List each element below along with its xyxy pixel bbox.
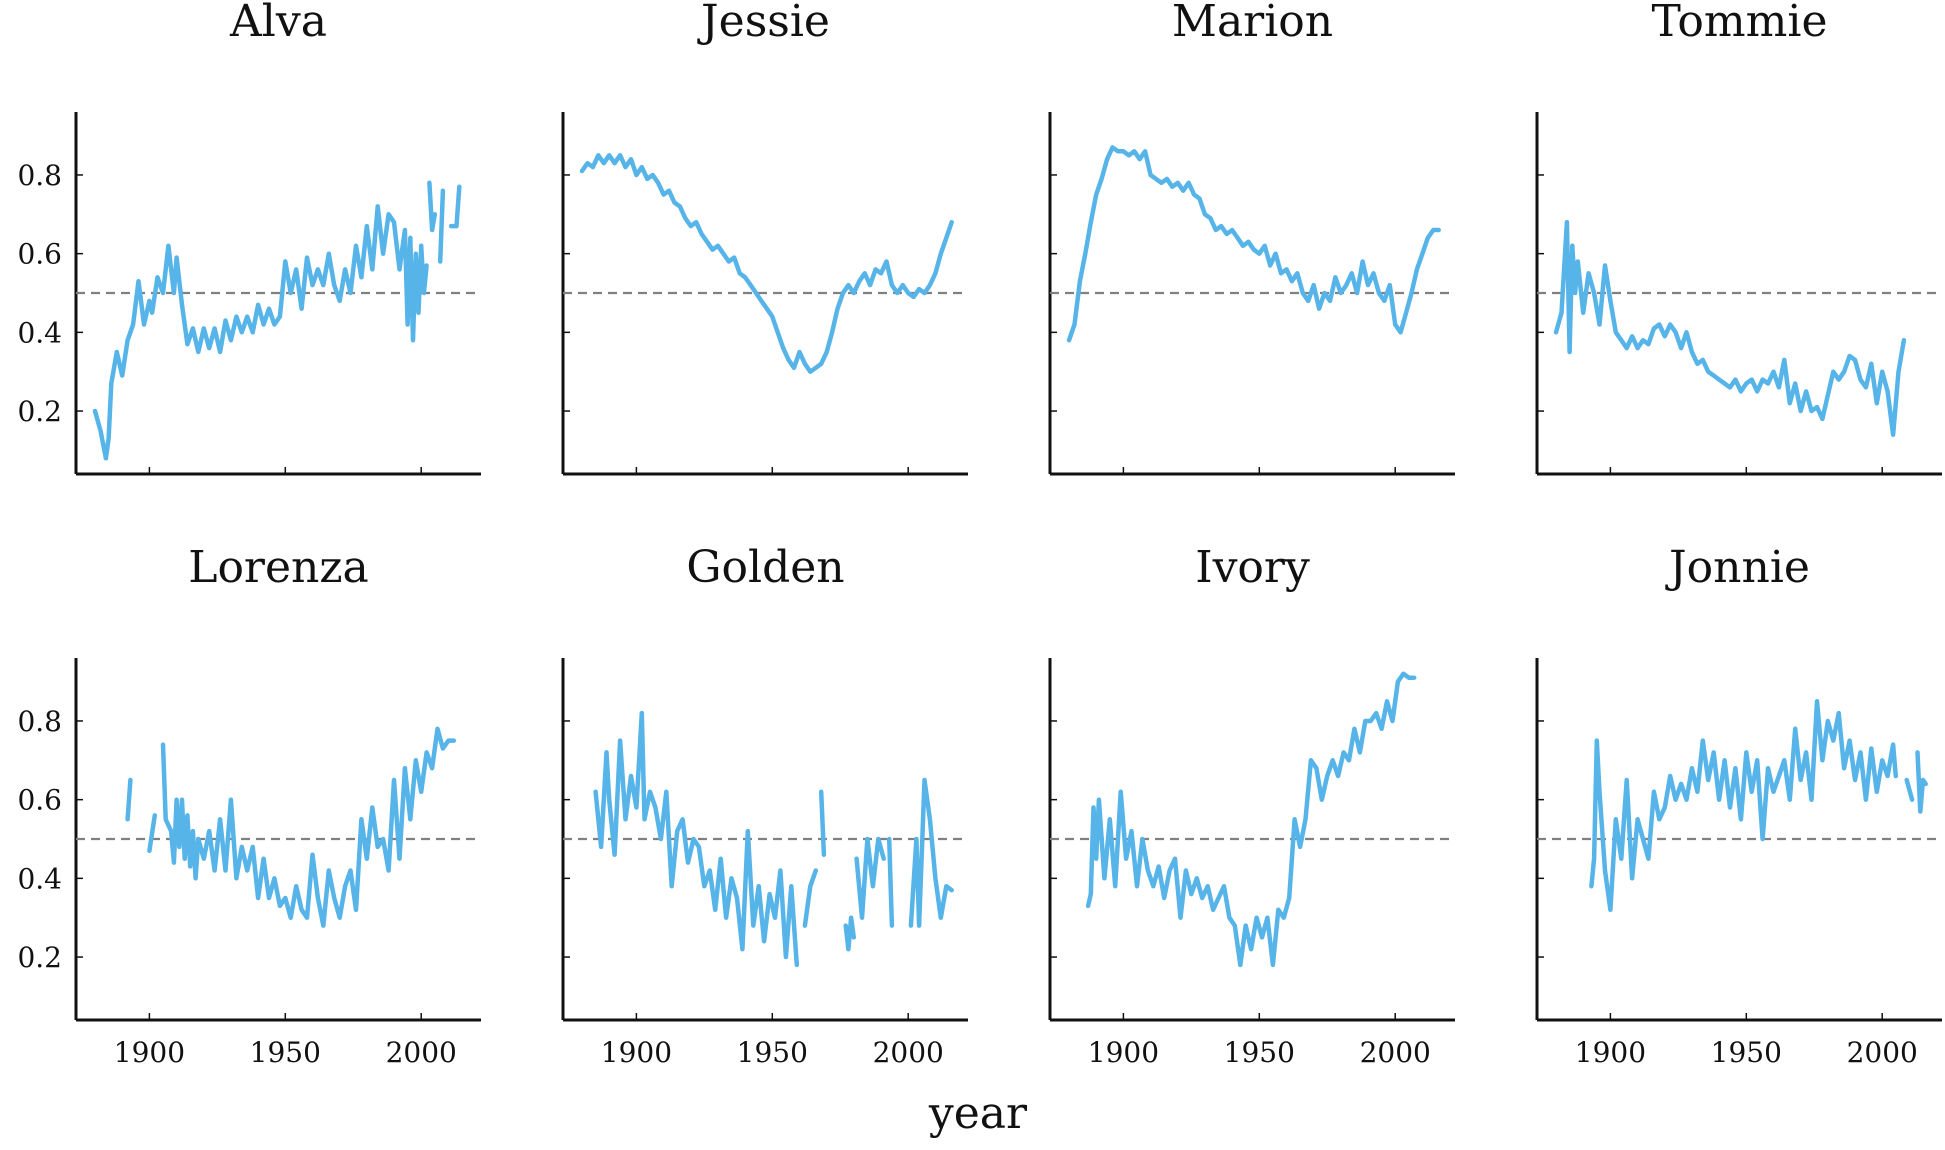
x-tick-label: 1950	[250, 1036, 321, 1069]
series-line-alva-segment-3	[448, 184, 462, 229]
series-line-alva-segment-1	[427, 180, 438, 233]
series-line-jonnie-segment-1	[1904, 777, 1915, 802]
panel-grid: Alva 0.2 0.4 0.6 0.8 Jessie Marion Tommie Lorenz…	[17, 0, 1942, 1069]
y-tick-label: 0.2	[17, 395, 62, 428]
x-tick-label: 2000	[1847, 1036, 1918, 1069]
series-line-lorenza-segment-1	[147, 813, 158, 854]
y-tick-label: 0.2	[17, 941, 62, 974]
panel-lorenza: Lorenza 0.2 0.4 0.6 0.8 1900 1950 2000	[17, 542, 481, 1069]
series-line-golden-segment-2	[818, 789, 827, 857]
series-line-tommie-segment-0	[1553, 219, 1907, 437]
panel-title-tommie: Tommie	[1652, 0, 1828, 47]
y-tick-label: 0.6	[17, 784, 62, 817]
y-tick-label: 0.4	[17, 316, 62, 349]
panel-jonnie: Jonnie 1900 1950 2000	[1535, 542, 1942, 1069]
x-tick-label: 1900	[1575, 1036, 1646, 1069]
panel-alva: Alva 0.2 0.4 0.6 0.8	[17, 0, 481, 476]
x-tick-label: 2000	[873, 1036, 944, 1069]
y-tick-label: 0.8	[17, 159, 62, 192]
panel-title-ivory: Ivory	[1195, 542, 1310, 593]
series-line-golden-segment-3	[843, 915, 857, 952]
series-line-golden-segment-5	[886, 836, 895, 928]
panel-title-lorenza: Lorenza	[188, 542, 369, 593]
x-tick-label: 1950	[1224, 1036, 1295, 1069]
series-line-alva-segment-0	[92, 204, 429, 461]
panel-marion: Marion	[1048, 0, 1455, 476]
series-line-golden-segment-4	[854, 836, 886, 920]
y-tick-label: 0.4	[17, 862, 62, 895]
series-line-golden-segment-0	[593, 710, 800, 968]
x-axis-title: year	[928, 1088, 1028, 1139]
series-line-lorenza-segment-0	[125, 777, 133, 822]
series-line-golden-segment-1	[802, 868, 819, 928]
x-tick-label: 1900	[601, 1036, 672, 1069]
y-tick-label: 0.8	[17, 705, 62, 738]
panel-title-golden: Golden	[686, 542, 844, 593]
panel-tommie: Tommie	[1535, 0, 1942, 476]
series-line-marion-segment-0	[1066, 145, 1441, 343]
series-line-ivory-segment-0	[1085, 671, 1417, 968]
x-tick-label: 1950	[737, 1036, 808, 1069]
panel-golden: Golden 1900 1950 2000	[561, 542, 968, 1069]
series-line-jessie-segment-0	[579, 153, 954, 374]
x-tick-label: 1900	[114, 1036, 185, 1069]
panel-jessie: Jessie	[561, 0, 968, 476]
series-line-golden-segment-6	[908, 777, 954, 928]
x-tick-label: 1900	[1088, 1036, 1159, 1069]
panel-title-jessie: Jessie	[697, 0, 830, 47]
panel-title-alva: Alva	[229, 0, 327, 47]
x-tick-label: 1950	[1711, 1036, 1782, 1069]
series-line-jonnie-segment-0	[1589, 699, 1899, 913]
panel-title-marion: Marion	[1172, 0, 1333, 47]
series-line-lorenza-segment-2	[160, 726, 457, 928]
panel-ivory: Ivory 1900 1950 2000	[1048, 542, 1455, 1069]
series-line-alva-segment-2	[437, 188, 446, 264]
x-tick-label: 2000	[386, 1036, 457, 1069]
series-line-jonnie-segment-2	[1915, 750, 1928, 814]
y-tick-label: 0.6	[17, 238, 62, 271]
x-tick-label: 2000	[1360, 1036, 1431, 1069]
panel-title-jonnie: Jonnie	[1665, 542, 1810, 593]
